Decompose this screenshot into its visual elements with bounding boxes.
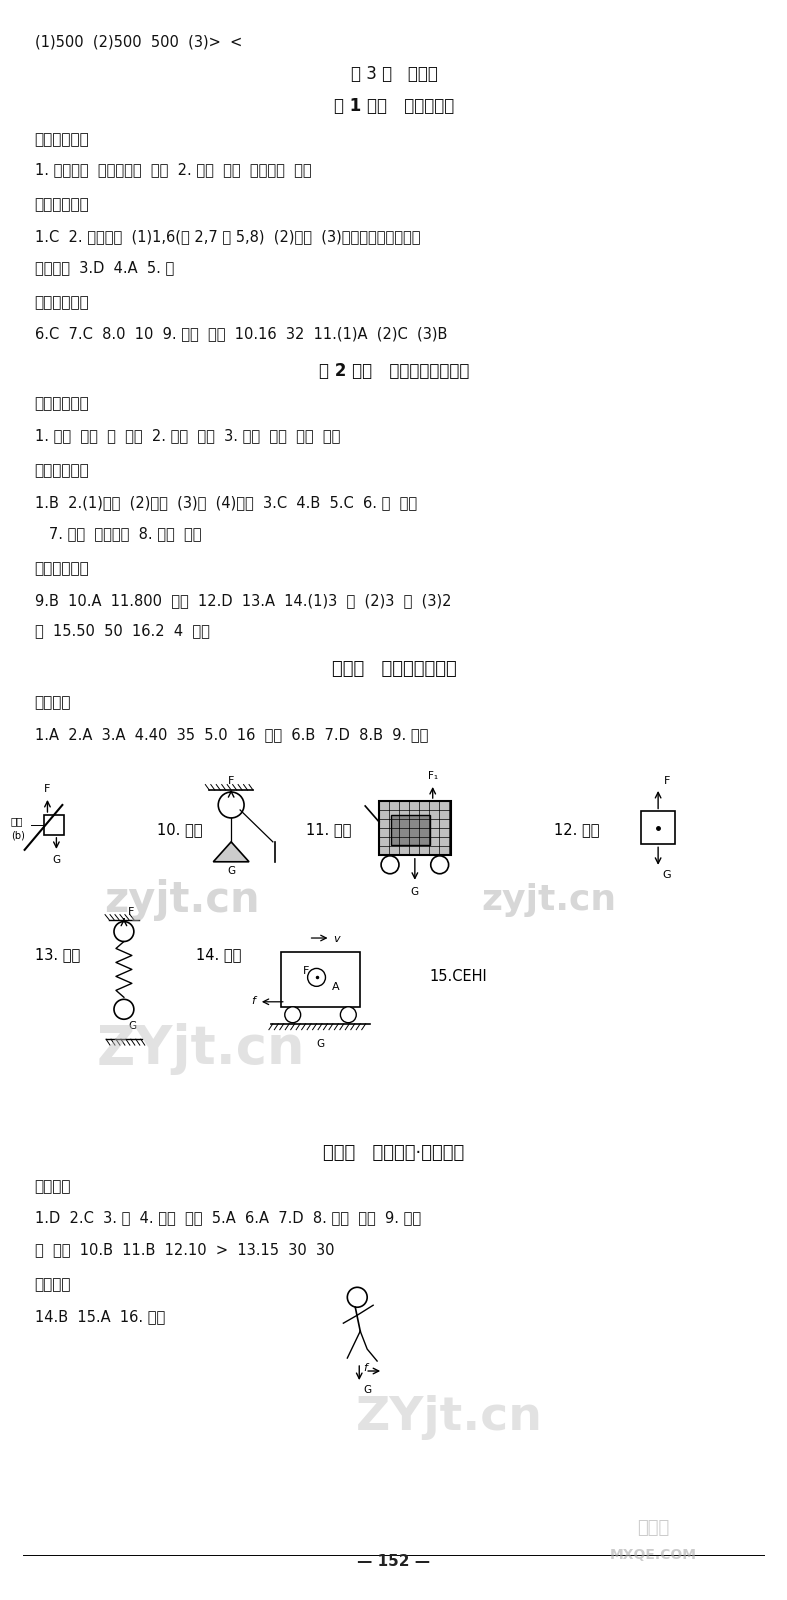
Text: 1.D  2.C  3. 乙  4. 静止  惯性  5.A  6.A  7.D  8. 等于  惯性  9. 平衡: 1.D 2.C 3. 乙 4. 静止 惯性 5.A 6.A 7.D 8. 等于 … bbox=[35, 1211, 421, 1226]
Text: 第八章   挑战中考·易错专攻: 第八章 挑战中考·易错专攻 bbox=[323, 1144, 464, 1162]
Text: 课外巩固提升: 课外巩固提升 bbox=[35, 294, 89, 310]
Text: F: F bbox=[44, 784, 50, 794]
Text: F: F bbox=[128, 907, 135, 917]
Circle shape bbox=[114, 922, 134, 941]
Text: 易错专攻: 易错专攻 bbox=[35, 1277, 71, 1293]
Bar bbox=[45, 814, 65, 835]
Text: F: F bbox=[228, 776, 235, 786]
Text: 课内夯实基础: 课内夯实基础 bbox=[35, 462, 89, 478]
Text: 1. 趋势  阻碍  静  相反  2. 增大  增大  3. 减小  减小  分离  滚动: 1. 趋势 阻碍 静 相反 2. 增大 增大 3. 减小 减小 分离 滚动 bbox=[35, 429, 340, 443]
Polygon shape bbox=[213, 842, 249, 862]
Text: zyjt.cn: zyjt.cn bbox=[482, 883, 616, 917]
Text: 12. 解：: 12. 解： bbox=[554, 822, 600, 837]
Text: ZYjt.cn: ZYjt.cn bbox=[356, 1395, 543, 1440]
Text: 1.C  2. 匀速直线  (1)1,6(或 2,7 或 5,8)  (2)无关  (3)压力大小和接触面的: 1.C 2. 匀速直线 (1)1,6(或 2,7 或 5,8) (2)无关 (3… bbox=[35, 229, 420, 243]
Text: f: f bbox=[364, 1363, 368, 1373]
Text: 桥用: 桥用 bbox=[11, 816, 24, 826]
Text: 课外巩固提升: 课外巩固提升 bbox=[35, 562, 89, 576]
Text: 第 3 节   摩擦力: 第 3 节 摩擦力 bbox=[350, 64, 438, 83]
Text: 课前预习感知: 课前预习感知 bbox=[35, 397, 89, 411]
Text: 力  向上  10.B  11.B  12.10  >  13.15  30  30: 力 向上 10.B 11.B 12.10 > 13.15 30 30 bbox=[35, 1243, 334, 1258]
Text: 1. 相对运动  滑动摩擦力  相反  2. 压力  越大  粗糙程度  越大: 1. 相对运动 滑动摩擦力 相反 2. 压力 越大 粗糙程度 越大 bbox=[35, 162, 311, 178]
Text: 1.A  2.A  3.A  4.40  35  5.0  16  等于  6.B  7.D  8.B  9. 解：: 1.A 2.A 3.A 4.40 35 5.0 16 等于 6.B 7.D 8.… bbox=[35, 728, 428, 742]
Text: 6.C  7.C  8.0  10  9. 大于  不受  10.16  32  11.(1)A  (2)C  (3)B: 6.C 7.C 8.0 10 9. 大于 不受 10.16 32 11.(1)A… bbox=[35, 326, 447, 342]
Text: 左  15.50  50  16.2  4  改变: 左 15.50 50 16.2 4 改变 bbox=[35, 624, 209, 638]
Text: 课前预习感知: 课前预习感知 bbox=[35, 133, 89, 147]
Text: G: G bbox=[364, 1386, 371, 1395]
Text: 1.B  2.(1)滑动  (2)滑动  (3)静  (4)滚动  3.C  4.B  5.C  6. 小  增大: 1.B 2.(1)滑动 (2)滑动 (3)静 (4)滚动 3.C 4.B 5.C… bbox=[35, 494, 416, 510]
Text: f: f bbox=[251, 995, 255, 1006]
Text: 9.B  10.A  11.800  增大  12.D  13.A  14.(1)3  右  (2)3  左  (3)2: 9.B 10.A 11.800 增大 12.D 13.A 14.(1)3 右 (… bbox=[35, 592, 451, 608]
Circle shape bbox=[308, 968, 326, 986]
Text: 11. 解：: 11. 解： bbox=[305, 822, 351, 837]
Text: G: G bbox=[52, 854, 61, 866]
Text: — 152 —: — 152 — bbox=[357, 1554, 430, 1570]
Circle shape bbox=[430, 856, 449, 874]
Bar bbox=[391, 816, 430, 845]
Text: 14.B  15.A  16. 解：: 14.B 15.A 16. 解： bbox=[35, 1309, 164, 1325]
Text: G: G bbox=[128, 1021, 136, 1032]
Text: 答案圈: 答案圈 bbox=[637, 1520, 669, 1538]
Bar bbox=[281, 952, 360, 1006]
Text: (1)500  (2)500  500  (3)>  <: (1)500 (2)500 500 (3)> < bbox=[35, 35, 242, 50]
Text: 第 1 课时   认识摩擦力: 第 1 课时 认识摩擦力 bbox=[334, 98, 454, 115]
Text: 14. 解：: 14. 解： bbox=[197, 947, 242, 963]
Text: 考点聚焦: 考点聚焦 bbox=[35, 1179, 71, 1194]
Circle shape bbox=[285, 1006, 301, 1022]
Text: 7. 橡胶  运动状态  8. 较重  粗糙: 7. 橡胶 运动状态 8. 较重 粗糙 bbox=[35, 526, 201, 541]
Circle shape bbox=[381, 856, 399, 874]
Text: A: A bbox=[331, 982, 339, 992]
Text: 10. 解：: 10. 解： bbox=[157, 822, 202, 837]
Text: 15.CEHI: 15.CEHI bbox=[430, 970, 487, 984]
Circle shape bbox=[341, 1006, 357, 1022]
Text: F: F bbox=[664, 776, 671, 786]
Text: F: F bbox=[302, 966, 309, 976]
Text: MXQE.COM: MXQE.COM bbox=[610, 1549, 696, 1562]
Circle shape bbox=[347, 1288, 368, 1307]
Text: 课内夯实基础: 课内夯实基础 bbox=[35, 197, 89, 213]
Text: 专题训练: 专题训练 bbox=[35, 696, 71, 710]
Text: 13. 解：: 13. 解： bbox=[35, 947, 79, 963]
Text: 专题一   力与运动的关系: 专题一 力与运动的关系 bbox=[331, 661, 456, 678]
Bar bbox=[379, 802, 451, 854]
Text: G: G bbox=[662, 870, 671, 880]
Text: ZYjt.cn: ZYjt.cn bbox=[97, 1022, 305, 1075]
Text: v: v bbox=[334, 934, 340, 944]
Text: G: G bbox=[227, 866, 235, 875]
Circle shape bbox=[114, 1000, 134, 1019]
Text: F₁: F₁ bbox=[427, 771, 438, 781]
Text: G: G bbox=[316, 1038, 324, 1048]
Text: (b): (b) bbox=[11, 830, 24, 842]
Text: zyjt.cn: zyjt.cn bbox=[104, 878, 260, 920]
Bar bbox=[641, 811, 675, 845]
Text: 第 2 课时   摩擦的利用与防止: 第 2 课时 摩擦的利用与防止 bbox=[319, 362, 469, 379]
Circle shape bbox=[218, 792, 244, 818]
Text: 粗糙程度  3.D  4.A  5. 小: 粗糙程度 3.D 4.A 5. 小 bbox=[35, 259, 174, 275]
Text: G: G bbox=[411, 886, 419, 896]
